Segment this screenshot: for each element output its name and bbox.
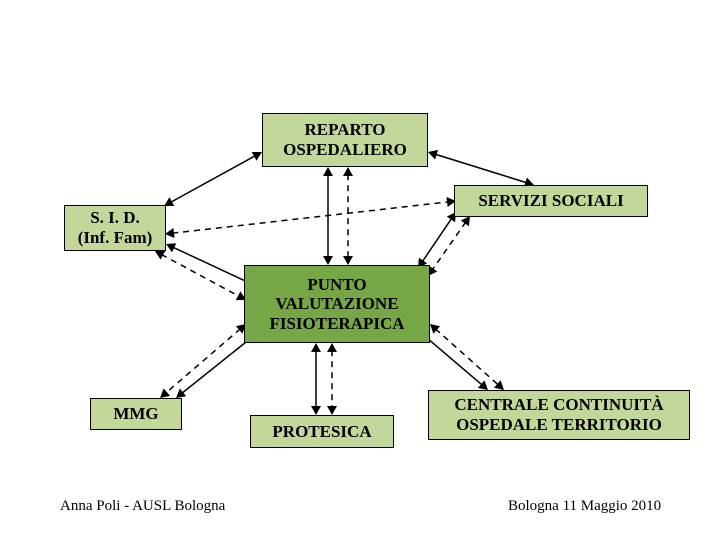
node-label: MMG: [113, 404, 158, 424]
node-punto-valutazione: PUNTOVALUTAZIONEFISIOTERAPICA: [244, 265, 430, 343]
node-sid: S. I. D.(Inf. Fam): [64, 205, 166, 251]
node-label: S. I. D.(Inf. Fam): [78, 208, 153, 247]
footer-left: Anna Poli - AUSL Bologna: [60, 498, 225, 515]
node-label: REPARTOOSPEDALIERO: [283, 120, 407, 159]
node-servizi-sociali: SERVIZI SOCIALI: [454, 185, 648, 217]
node-label: CENTRALE CONTINUITÀOSPEDALE TERRITORIO: [454, 395, 663, 434]
node-mmg: MMG: [90, 398, 182, 430]
node-centrale-continuita: CENTRALE CONTINUITÀOSPEDALE TERRITORIO: [428, 390, 690, 440]
node-label: PUNTOVALUTAZIONEFISIOTERAPICA: [269, 275, 404, 334]
node-label: SERVIZI SOCIALI: [478, 191, 623, 211]
footer-right: Bologna 11 Maggio 2010: [508, 498, 661, 515]
node-protesica: PROTESICA: [250, 415, 394, 448]
node-label: PROTESICA: [272, 422, 371, 442]
node-reparto-ospedaliero: REPARTOOSPEDALIERO: [262, 113, 428, 167]
